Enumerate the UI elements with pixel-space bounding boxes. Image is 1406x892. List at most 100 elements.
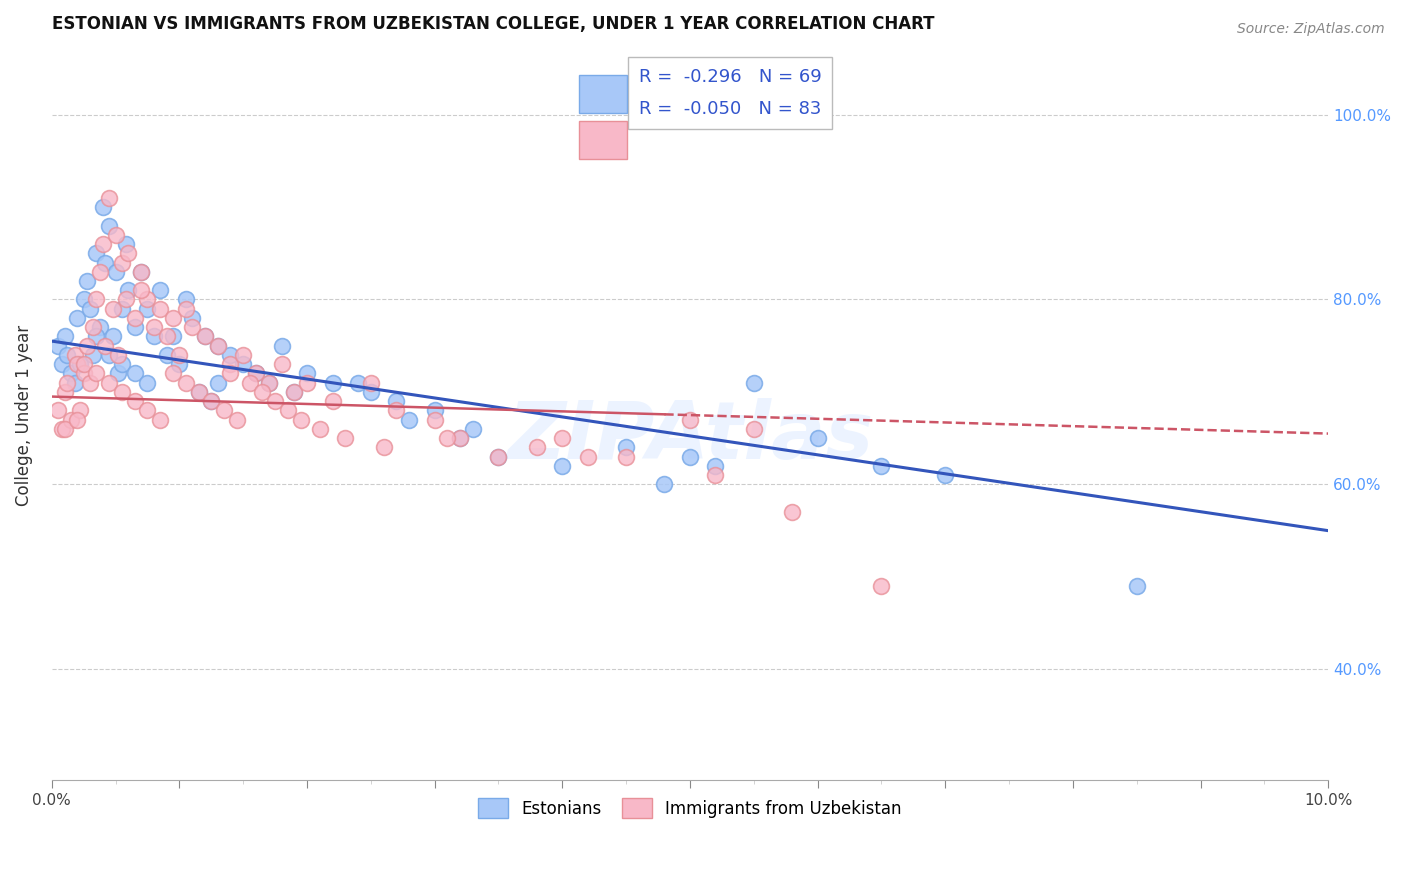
Point — [82, 348, 104, 362]
Point — [91, 200, 114, 214]
Point — [283, 384, 305, 399]
Y-axis label: College, Under 1 year: College, Under 1 year — [15, 325, 32, 506]
Point — [934, 468, 956, 483]
Point — [551, 458, 574, 473]
Point — [136, 403, 159, 417]
Point — [1125, 579, 1147, 593]
Point — [98, 219, 121, 233]
Point — [806, 431, 828, 445]
Legend: Estonians, Immigrants from Uzbekistan: Estonians, Immigrants from Uzbekistan — [470, 789, 910, 827]
Text: Source: ZipAtlas.com: Source: ZipAtlas.com — [1237, 22, 1385, 37]
Point — [335, 431, 357, 445]
Point — [149, 283, 172, 297]
Point — [526, 441, 548, 455]
Point — [114, 237, 136, 252]
Point — [181, 320, 204, 334]
Point — [194, 329, 217, 343]
Point — [232, 357, 254, 371]
Point — [449, 431, 471, 445]
Point — [69, 403, 91, 417]
Point — [124, 367, 146, 381]
Point — [162, 310, 184, 325]
Point — [136, 376, 159, 390]
Point — [104, 265, 127, 279]
Point — [63, 376, 86, 390]
Point — [257, 376, 280, 390]
Point — [373, 441, 395, 455]
Point — [86, 293, 108, 307]
Point — [264, 394, 287, 409]
Point — [169, 348, 191, 362]
Point — [149, 301, 172, 316]
Point — [114, 293, 136, 307]
Point — [98, 376, 121, 390]
Point — [679, 450, 702, 464]
Point — [283, 384, 305, 399]
Point — [704, 458, 727, 473]
Point — [207, 339, 229, 353]
Point — [449, 431, 471, 445]
Point — [156, 348, 179, 362]
Point — [142, 329, 165, 343]
Point — [98, 348, 121, 362]
Point — [614, 441, 637, 455]
Point — [76, 339, 98, 353]
Point — [360, 384, 382, 399]
Point — [187, 384, 209, 399]
Point — [142, 320, 165, 334]
Point — [322, 394, 344, 409]
Point — [207, 376, 229, 390]
Point — [149, 413, 172, 427]
Point — [385, 403, 408, 417]
Point — [870, 458, 893, 473]
Point — [212, 403, 235, 417]
Point — [277, 403, 299, 417]
Point — [79, 301, 101, 316]
Point — [136, 293, 159, 307]
Point — [111, 301, 134, 316]
Point — [73, 367, 96, 381]
Point — [551, 431, 574, 445]
Point — [98, 191, 121, 205]
Point — [270, 357, 292, 371]
Point — [82, 320, 104, 334]
Point — [174, 301, 197, 316]
Point — [56, 376, 79, 390]
Point — [63, 348, 86, 362]
Point — [69, 357, 91, 371]
Point — [207, 339, 229, 353]
Point — [79, 376, 101, 390]
Point — [59, 413, 82, 427]
Point — [136, 301, 159, 316]
Point — [257, 376, 280, 390]
Point — [187, 384, 209, 399]
Point — [295, 376, 318, 390]
Point — [290, 413, 312, 427]
Point — [245, 367, 267, 381]
Point — [86, 329, 108, 343]
FancyBboxPatch shape — [579, 121, 627, 160]
Point — [308, 422, 330, 436]
Point — [742, 376, 765, 390]
Point — [398, 413, 420, 427]
Point — [162, 329, 184, 343]
Point — [111, 384, 134, 399]
Point — [219, 348, 242, 362]
Point — [385, 394, 408, 409]
Point — [423, 413, 446, 427]
Point — [104, 227, 127, 242]
Point — [252, 384, 274, 399]
Point — [53, 329, 76, 343]
Point — [89, 265, 111, 279]
Point — [156, 329, 179, 343]
Point — [360, 376, 382, 390]
Point — [704, 468, 727, 483]
Point — [129, 265, 152, 279]
Point — [232, 348, 254, 362]
Point — [219, 367, 242, 381]
FancyBboxPatch shape — [579, 76, 627, 113]
Point — [679, 413, 702, 427]
Point — [59, 367, 82, 381]
Point — [124, 394, 146, 409]
Point — [101, 329, 124, 343]
